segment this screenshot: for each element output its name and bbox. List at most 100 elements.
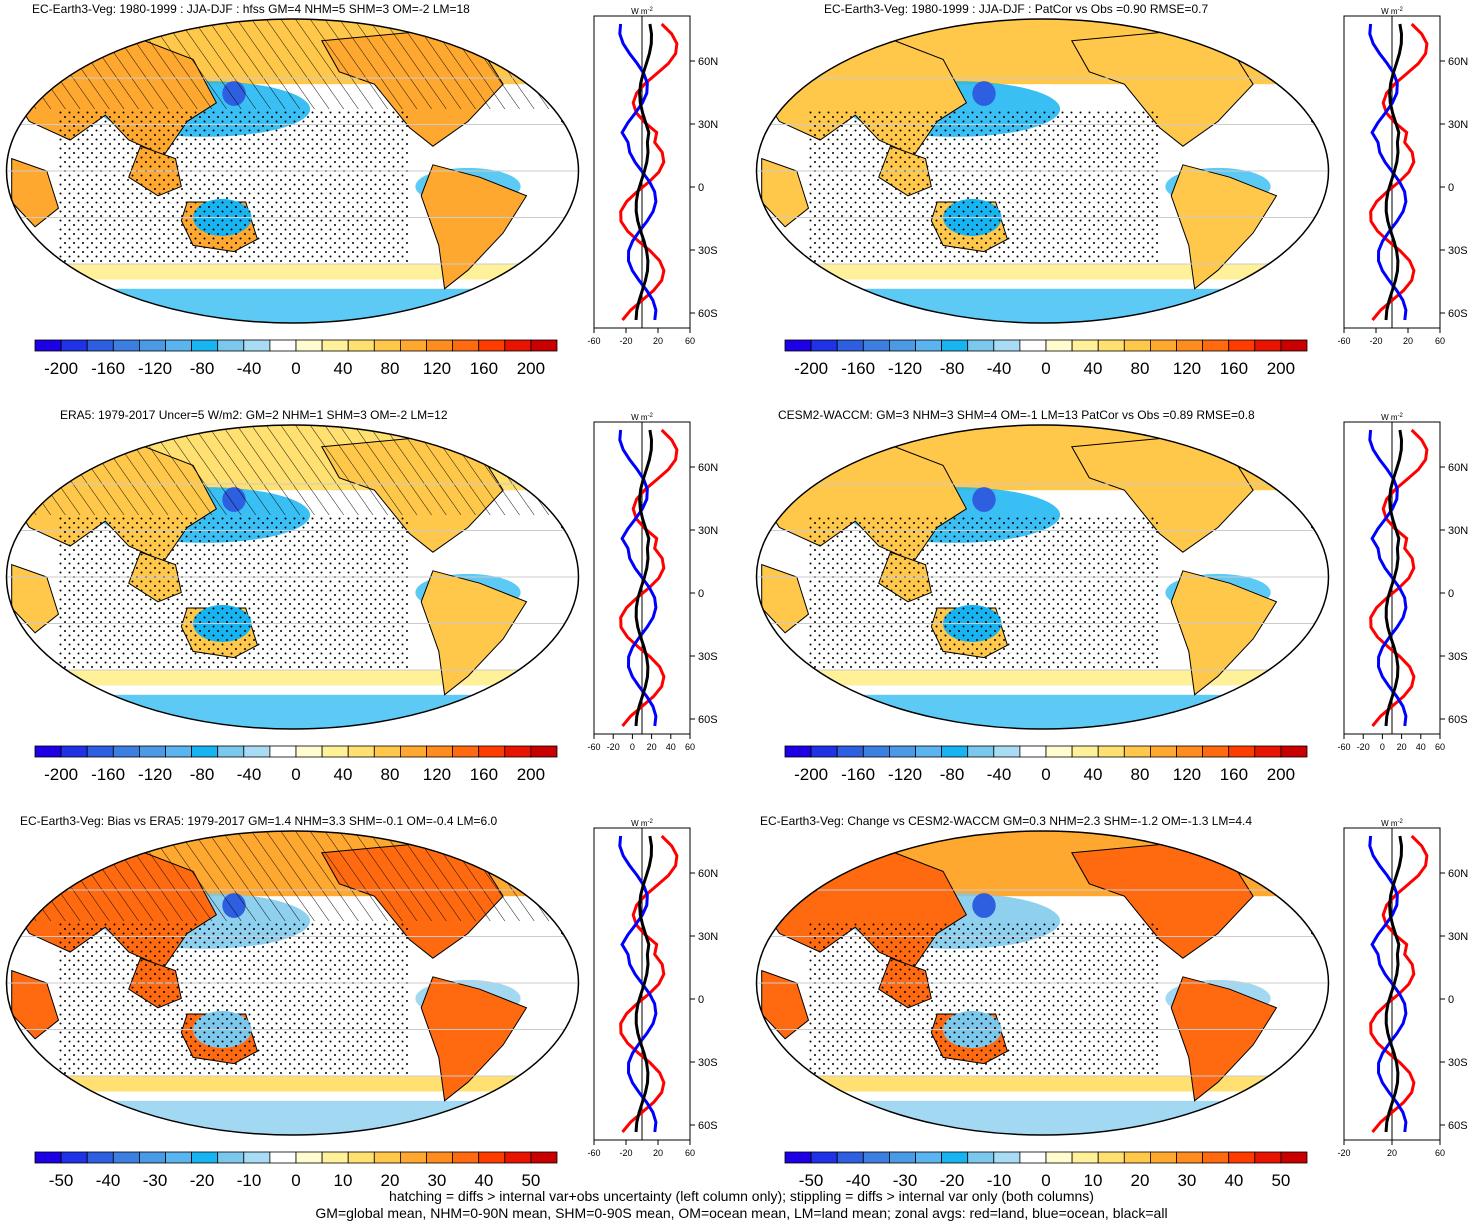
y-tick-label: 0: [698, 994, 704, 1006]
map-field: [6, 425, 579, 729]
map-field: [756, 425, 1329, 729]
zonal-mean-plot: W m-2 60N 30N 0 30S 60S -60 -20 0 20 40 60: [1337, 413, 1468, 752]
zonal-mean-plot: W m-2 60N 30N 0 30S 60S -60 -20 20 60: [587, 7, 718, 346]
colorbar-cell: [112, 1151, 140, 1164]
colorbar-cell: [1202, 745, 1230, 758]
stippling: [808, 109, 1160, 264]
colorbar-label: 120: [423, 359, 451, 378]
colorbar-cell: [373, 1151, 401, 1164]
world-map: [5, 424, 580, 730]
x-tick-label: 60: [1435, 336, 1445, 346]
zonal-mean-plot: W m-2 60N 30N 0 30S 60S -20 20 60: [1337, 819, 1468, 1158]
y-tick-label: 0: [698, 182, 704, 194]
x-tick-label: -60: [587, 1148, 600, 1158]
colorbar-label: 120: [1173, 359, 1201, 378]
stippling: [58, 515, 410, 670]
colorbar-label: -160: [841, 765, 875, 784]
colorbar-label: 30: [427, 1171, 446, 1190]
colorbar-label: -80: [940, 765, 965, 784]
strong-negative-patch: [972, 81, 996, 106]
colorbar-cell: [60, 339, 88, 352]
y-tick-label: 30S: [1448, 651, 1468, 663]
colorbar-cell: [1176, 339, 1204, 352]
colorbar-cell: [1149, 339, 1177, 352]
panel-title: EC-Earth3-Veg: Change vs CESM2-WACCM GM=…: [760, 814, 1253, 828]
y-tick-label: 60N: [698, 56, 718, 68]
zonal-mean-plot: W m-2 60N 30N 0 30S 60S -60 -20 20 60: [587, 819, 718, 1158]
continent-outline: [1170, 164, 1278, 290]
colorbar-cell: [217, 1151, 245, 1164]
colorbar-label: 80: [380, 765, 399, 784]
colorbar-label: -200: [44, 765, 78, 784]
colorbar-label: -10: [987, 1171, 1012, 1190]
x-tick-label: -60: [1337, 336, 1350, 346]
colorbar-cell: [1071, 339, 1099, 352]
y-tick-label: 30N: [698, 931, 718, 943]
colorbar-label: -160: [841, 359, 875, 378]
x-tick-label: 60: [1435, 742, 1445, 752]
colorbar-label: 40: [1224, 1171, 1243, 1190]
y-tick-label: 60S: [698, 714, 718, 726]
colorbar-cell: [862, 745, 890, 758]
antarctic-band: [6, 1100, 579, 1135]
colorbar-label: 50: [1271, 1171, 1290, 1190]
strong-negative-patch: [972, 893, 996, 918]
stippling: [58, 921, 410, 1076]
colorbar-cell: [889, 745, 916, 758]
continent-outline: [420, 976, 528, 1102]
colorbar-cell: [34, 339, 62, 352]
colorbar-cell: [191, 1151, 219, 1164]
colorbar-cell: [810, 339, 838, 352]
hatching: [6, 831, 579, 921]
all-profile: [634, 23, 654, 321]
colorbar-label: -200: [44, 359, 78, 378]
colorbar-label: -50: [799, 1171, 824, 1190]
colorbar-label: 0: [291, 359, 300, 378]
colorbar-cell: [86, 339, 114, 352]
colorbar-cell: [321, 745, 349, 758]
colorbar: -50 -40 -30 -20 -10 0 10 20 30 40 50: [34, 1151, 558, 1190]
colorbar-label: 40: [334, 765, 353, 784]
colorbar-cell: [1228, 339, 1256, 352]
x-tick-label: 20: [1387, 1148, 1397, 1158]
colorbar-label: -30: [143, 1171, 168, 1190]
colorbar-label: 120: [1173, 765, 1201, 784]
y-tick-label: 0: [1448, 994, 1454, 1006]
colorbar-cell: [321, 1151, 349, 1164]
colorbar-cell: [478, 1151, 506, 1164]
colorbar-label: 20: [380, 1171, 399, 1190]
colorbar-cell: [165, 745, 193, 758]
continent-outline: [1170, 570, 1278, 696]
colorbar-label: -10: [237, 1171, 262, 1190]
all-profile: [1384, 429, 1404, 727]
colorbar-cell: [862, 339, 890, 352]
colorbar-cell: [243, 745, 271, 758]
colorbar-cell: [1019, 1151, 1047, 1164]
map-border: [755, 424, 1330, 730]
colorbar-cell: [862, 1151, 890, 1164]
panel-title: ERA5: 1979-2017 Uncer=5 W/m2: GM=2 NHM=1…: [60, 408, 448, 422]
colorbar-label: -80: [190, 765, 215, 784]
sh-band: [6, 264, 579, 280]
map-field: [756, 831, 1329, 1135]
sh-band: [6, 1076, 579, 1092]
y-tick-label: 60N: [1448, 56, 1468, 68]
continent-outline: [1170, 976, 1278, 1102]
colorbar-cell: [1280, 1151, 1308, 1164]
y-tick-label: 30S: [1448, 245, 1468, 257]
colorbar-cell: [1149, 1151, 1177, 1164]
colorbar: -200 -160 -120 -80 -40 0 40 80 120 160 200: [34, 745, 558, 784]
x-tick-label: 0: [1380, 742, 1385, 752]
colorbar-label: 200: [1267, 359, 1295, 378]
colorbar-cell: [1045, 1151, 1073, 1164]
colorbar-label: 80: [1130, 359, 1149, 378]
colorbar-cell: [347, 745, 375, 758]
colorbar-label: 0: [1041, 359, 1050, 378]
colorbar-cell: [1202, 1151, 1230, 1164]
y-tick-label: 60S: [1448, 1120, 1468, 1132]
y-tick-label: 60S: [698, 308, 718, 320]
stippling: [58, 109, 410, 264]
colorbar-cell: [915, 745, 943, 758]
colorbar-cell: [217, 339, 245, 352]
colorbar-label: -50: [49, 1171, 74, 1190]
